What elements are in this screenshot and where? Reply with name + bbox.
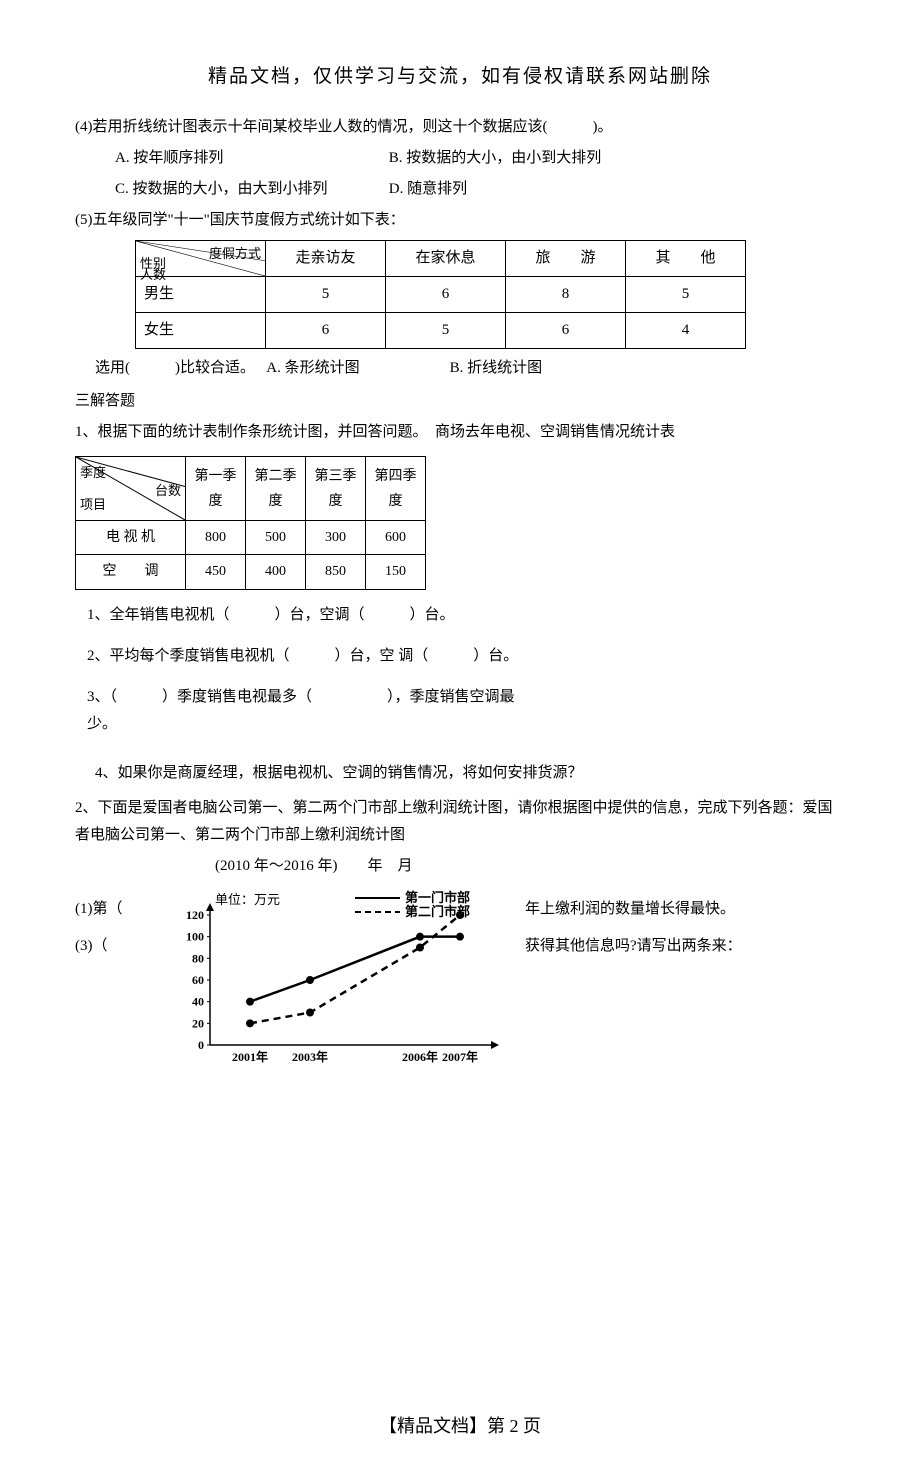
p1-layout: 季度 台数 项目 第一季度 第二季度 第三季度 第四季度 电 视 机 800 5… (75, 450, 845, 751)
svg-text:40: 40 (192, 994, 204, 1008)
p1-r1: 1、全年销售电视机（ ）台，空调（ ）台。 (87, 602, 525, 629)
p2-right-labels: 年上缴利润的数量增长得最快。 获得其他信息吗?请写出两条来： (525, 890, 845, 970)
svg-text:120: 120 (186, 908, 204, 922)
svg-text:2001年: 2001年 (232, 1049, 268, 1064)
p2-left-labels: (1)第（ (3)（ (75, 890, 155, 960)
q5-col-1: 在家休息 (386, 241, 506, 277)
table-row: 空 调 450 400 850 150 (76, 555, 426, 589)
p1-diag-mid: 台数 (155, 479, 181, 502)
q5-r1c1: 6 (386, 277, 506, 313)
svg-text:2003年: 2003年 (292, 1049, 328, 1064)
p1-col-3: 第四季度 (366, 457, 426, 521)
svg-text:单位：万元: 单位：万元 (215, 892, 280, 907)
svg-text:100: 100 (186, 929, 204, 943)
table-row: 电 视 机 800 500 300 600 (76, 521, 426, 555)
p1-r2c2: 850 (306, 555, 366, 589)
q4-optC: C. 按数据的大小，由大到小排列 (115, 176, 385, 203)
p2-title: 2、下面是爱国者电脑公司第一、第二两个门市部上缴利润统计图，请你根据图中提供的信… (75, 795, 845, 849)
p1-title: 1、根据下面的统计表制作条形统计图，并回答问题。 商场去年电视、空调销售情况统计… (75, 419, 845, 446)
q5-r2c1: 5 (386, 313, 506, 349)
footer-text: 【精品文档】第 2 页 (75, 1410, 845, 1442)
q5-row2-label: 女生 (136, 313, 266, 349)
svg-text:2006年: 2006年 (402, 1049, 438, 1064)
p1-diag-top: 季度 (80, 461, 106, 484)
q5-r1c0: 5 (266, 277, 386, 313)
q4-optB: B. 按数据的大小，由小到大排列 (389, 150, 602, 166)
svg-text:第一门市部: 第一门市部 (405, 890, 470, 905)
line-chart-svg: 单位：万元第一门市部第二门市部1201008060402002001年2003年… (155, 890, 525, 1080)
p2-chart: 单位：万元第一门市部第二门市部1201008060402002001年2003年… (155, 890, 525, 1090)
table-row: 女生 6 5 6 4 (136, 313, 746, 349)
q4-optD: D. 随意排列 (389, 181, 467, 197)
p1-col-1: 第二季度 (246, 457, 306, 521)
p1-r1c2: 300 (306, 521, 366, 555)
section3-title: 三解答题 (75, 388, 845, 415)
p1-right-questions: 1、全年销售电视机（ ）台，空调（ ）台。 2、平均每个季度销售电视机（ ）台，… (75, 596, 525, 752)
p2-q1-left: (1)第（ (75, 896, 155, 923)
p1-col-0: 第一季度 (186, 457, 246, 521)
p1-r1c0: 800 (186, 521, 246, 555)
q5-r2c3: 4 (626, 313, 746, 349)
p2-q3-left: (3)（ (75, 933, 155, 960)
svg-text:20: 20 (192, 1016, 204, 1030)
p2-subtitle: (2010 年～2016 年) 年 月 (75, 853, 845, 880)
q5-diagonal-header: 度假方式 人数 性别 (136, 241, 266, 277)
p1-row2-label: 空 调 (76, 555, 186, 589)
q5-diag-top: 度假方式 (209, 242, 261, 265)
q4-optA: A. 按年顺序排列 (115, 145, 385, 172)
p1-r2c1: 400 (246, 555, 306, 589)
table-row: 男生 5 6 8 5 (136, 277, 746, 313)
p1-r1c1: 500 (246, 521, 306, 555)
p2-q3-right: 获得其他信息吗?请写出两条来： (525, 933, 845, 960)
q5-r1c3: 5 (626, 277, 746, 313)
p1-table: 季度 台数 项目 第一季度 第二季度 第三季度 第四季度 电 视 机 800 5… (75, 456, 426, 589)
q5-table: 度假方式 人数 性别 走亲访友 在家休息 旅 游 其 他 男生 5 6 8 5 … (135, 240, 746, 349)
svg-text:80: 80 (192, 951, 204, 965)
p1-diag-bot: 项目 (80, 493, 106, 516)
p1-r1c3: 600 (366, 521, 426, 555)
p1-col-2: 第三季度 (306, 457, 366, 521)
q5-choice: 选用( )比较合适。 A. 条形统计图 B. 折线统计图 (75, 355, 845, 382)
p1-row1-label: 电 视 机 (76, 521, 186, 555)
q4-options-row2: C. 按数据的大小，由大到小排列 D. 随意排列 (75, 176, 845, 203)
q5-text: (5)五年级同学"十一"国庆节度假方式统计如下表： (75, 207, 845, 234)
header-watermark: 精品文档，仅供学习与交流，如有侵权请联系网站删除 (75, 60, 845, 94)
q5-r1c2: 8 (506, 277, 626, 313)
p1-r4: 4、如果你是商厦经理，根据电视机、空调的销售情况，将如何安排货源？ (75, 760, 845, 787)
p1-r3: 3、（ ）季度销售电视最多（ ），季度销售空调最少。 (87, 684, 525, 738)
q5-col-0: 走亲访友 (266, 241, 386, 277)
q5-col-2: 旅 游 (506, 241, 626, 277)
q5-col-3: 其 他 (626, 241, 746, 277)
q5-r2c0: 6 (266, 313, 386, 349)
p1-r2c3: 150 (366, 555, 426, 589)
p2-chart-section: (1)第（ (3)（ 单位：万元第一门市部第二门市部12010080604020… (75, 890, 845, 1090)
q5-diag-bot: 性别 (140, 252, 166, 275)
p1-r2c0: 450 (186, 555, 246, 589)
p2-q1-right: 年上缴利润的数量增长得最快。 (525, 896, 845, 923)
p1-diagonal-header: 季度 台数 项目 (76, 457, 186, 521)
p1-r2: 2、平均每个季度销售电视机（ ）台，空 调（ ）台。 (87, 643, 525, 670)
q5-r2c2: 6 (506, 313, 626, 349)
svg-text:0: 0 (198, 1038, 204, 1052)
q4-options-row1: A. 按年顺序排列 B. 按数据的大小，由小到大排列 (75, 145, 845, 172)
svg-text:2007年: 2007年 (442, 1049, 478, 1064)
q4-text: (4)若用折线统计图表示十年间某校毕业人数的情况，则这十个数据应该( )。 (75, 114, 845, 141)
svg-text:60: 60 (192, 973, 204, 987)
